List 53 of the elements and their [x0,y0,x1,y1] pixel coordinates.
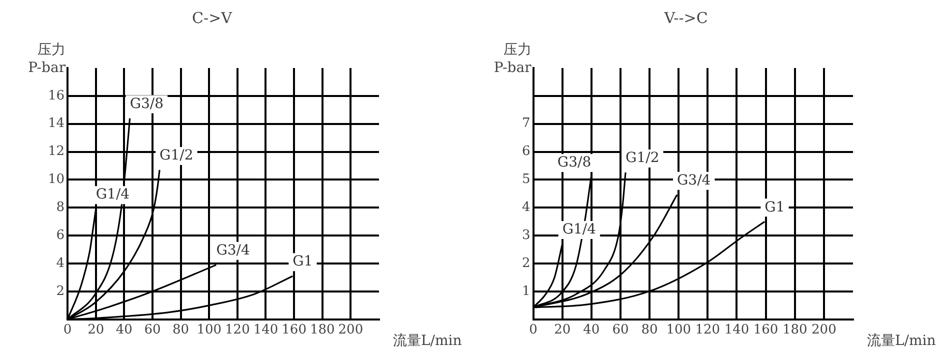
chart-title: V-->C [663,8,708,27]
series-label: G1/2 [626,150,660,166]
y-tick-label: 6 [522,144,530,160]
x-tick-label: 120 [225,322,250,338]
x-tick-label: 200 [812,322,836,338]
x-tick-label: 0 [63,322,72,338]
x-tick-label: 40 [116,322,132,338]
y-tick-label: 5 [522,172,530,188]
y-tick-label: 16 [48,88,65,104]
y-tick-label: 4 [56,256,65,271]
y-tick-label: 4 [522,200,530,216]
y-tick-label: 10 [48,172,65,188]
series-label: G1/4 [562,222,596,238]
y-tick-label: 12 [48,144,65,160]
x-tick-label: 20 [554,322,571,338]
series-label: G3/8 [557,154,592,171]
y-tick-label: 7 [522,116,530,132]
y-tick-label: 6 [56,228,65,243]
x-axis-title: 流量L/min [393,333,462,350]
x-tick-label: 180 [310,322,335,338]
y-tick-label: 2 [56,284,65,299]
y-axis-title: 压力 P-bar [28,42,66,76]
x-tick-label: 120 [695,322,720,338]
x-tick-label: 160 [753,322,778,338]
x-tick-label: 100 [196,322,222,338]
y-tick-label: 8 [56,200,65,216]
x-tick-label: 140 [724,322,750,338]
x-tick-label: 80 [641,322,658,338]
series-label: G3/4 [677,172,711,188]
y-tick-label: 1 [522,284,530,299]
y-tick-label: 3 [522,228,530,243]
series-label: G3/4 [216,242,250,259]
series-label: G1 [292,254,313,270]
x-tick-label: 60 [612,322,629,338]
x-tick-label: 100 [666,322,692,338]
y-axis-title: 压力 P-bar [494,42,532,76]
series-label: G1/4 [96,186,130,203]
series-label: G3/8 [130,96,164,112]
x-tick-label: 160 [282,322,306,338]
x-tick-label: 140 [253,322,278,338]
x-tick-label: 40 [583,322,600,338]
x-tick-label: 0 [529,322,538,338]
series-label: G1/2 [160,148,194,164]
x-tick-label: 60 [144,322,161,338]
x-tick-label: 180 [782,322,808,338]
y-tick-label: 14 [48,116,65,132]
x-tick-label: 20 [88,322,104,338]
x-tick-label: 80 [172,322,190,338]
y-tick-label: 2 [522,256,530,271]
x-tick-label: 200 [338,322,364,338]
chart-title: C->V [192,8,234,27]
series-label: G1 [764,199,785,216]
x-axis-title: 流量L/min [867,333,936,350]
